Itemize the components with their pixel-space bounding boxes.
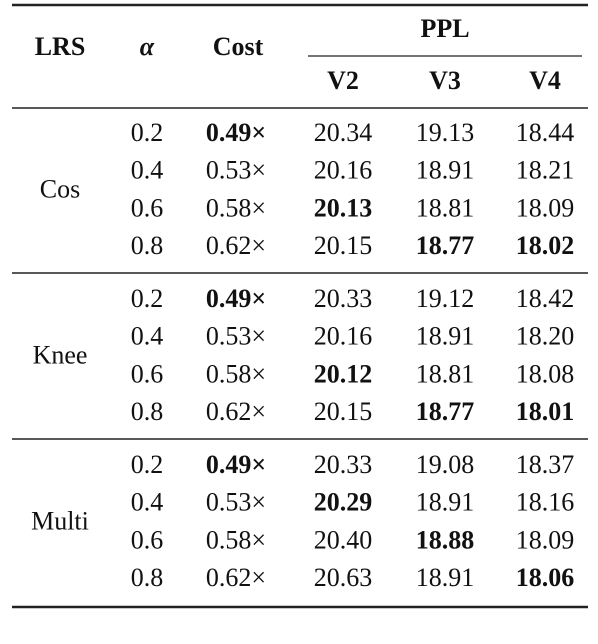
cell: 20.29 (314, 488, 373, 517)
cell: 18.09 (516, 525, 575, 554)
cell: 20.16 (314, 156, 373, 185)
header-version: V3 (429, 66, 461, 95)
cell: 0.2 (131, 284, 164, 313)
header-version: V2 (327, 66, 359, 95)
cell: 18.01 (516, 397, 575, 426)
cell: 0.49× (206, 284, 266, 313)
cell: 0.8 (131, 231, 164, 260)
cell: 18.16 (516, 488, 575, 517)
cell: 0.53× (206, 156, 266, 185)
cell: 20.13 (314, 193, 373, 222)
cell: 0.4 (131, 488, 164, 517)
cell: 18.91 (416, 488, 475, 517)
cell: 0.53× (206, 322, 266, 351)
cell: 18.21 (516, 156, 575, 185)
cell: 0.6 (131, 359, 164, 388)
cell: 0.58× (206, 193, 266, 222)
header-version: V4 (529, 66, 561, 95)
cell: 18.81 (416, 359, 475, 388)
cell: 18.02 (516, 231, 575, 260)
cell: 20.15 (314, 397, 373, 426)
cell: 0.4 (131, 322, 164, 351)
cell: 19.08 (416, 450, 475, 479)
cell: 20.34 (314, 118, 373, 147)
cell: 18.81 (416, 193, 475, 222)
cell: 0.8 (131, 563, 164, 592)
cell: 0.8 (131, 397, 164, 426)
cell: 0.62× (206, 231, 266, 260)
cell: 18.06 (516, 563, 575, 592)
cell: 0.6 (131, 525, 164, 554)
cell: 0.49× (206, 450, 266, 479)
cell: 18.77 (416, 397, 475, 426)
cell: 18.37 (516, 450, 575, 479)
cell: 0.53× (206, 488, 266, 517)
cell: 19.12 (416, 284, 475, 313)
group-label: Multi (31, 507, 89, 536)
cell: 20.16 (314, 322, 373, 351)
cell: 18.08 (516, 359, 575, 388)
cell: 0.58× (206, 359, 266, 388)
cell: 0.2 (131, 450, 164, 479)
cell: 20.63 (314, 563, 373, 592)
cell: 18.91 (416, 563, 475, 592)
cell: 0.58× (206, 525, 266, 554)
header-cost: Cost (213, 32, 264, 61)
cell: 20.40 (314, 525, 373, 554)
cell: 18.20 (516, 322, 575, 351)
cell: 0.62× (206, 397, 266, 426)
cell: 20.12 (314, 359, 373, 388)
header-lrs: LRS (35, 32, 86, 61)
cell: 20.33 (314, 284, 373, 313)
group-label: Knee (33, 341, 88, 370)
cell: 0.49× (206, 118, 266, 147)
cell: 18.77 (416, 231, 475, 260)
cell: 18.44 (516, 118, 575, 147)
header-ppl: PPL (420, 14, 469, 43)
group-label: Cos (40, 175, 80, 204)
cell: 0.2 (131, 118, 164, 147)
cell: 18.09 (516, 193, 575, 222)
cell: 0.4 (131, 156, 164, 185)
cell: 19.13 (416, 118, 475, 147)
cell: 18.91 (416, 322, 475, 351)
cell: 18.88 (416, 525, 475, 554)
header-alpha: α (140, 32, 155, 61)
cell: 0.6 (131, 193, 164, 222)
cell: 18.42 (516, 284, 575, 313)
cell: 0.62× (206, 563, 266, 592)
cell: 20.15 (314, 231, 373, 260)
cell: 18.91 (416, 156, 475, 185)
cell: 20.33 (314, 450, 373, 479)
